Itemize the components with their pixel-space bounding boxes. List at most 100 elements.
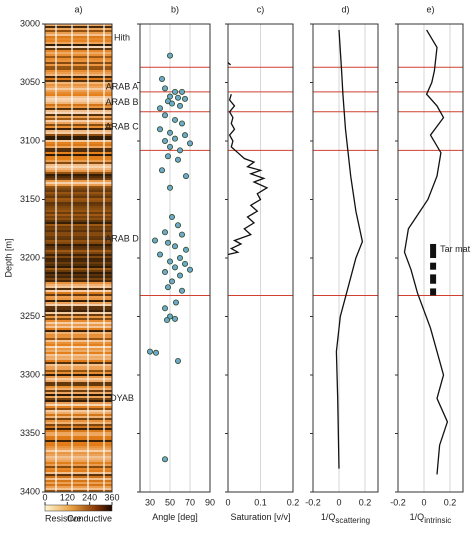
image-band bbox=[45, 96, 112, 98]
image-band bbox=[45, 320, 112, 322]
point bbox=[156, 251, 163, 258]
image-band bbox=[45, 210, 112, 212]
colorbar-tick-label: 0 bbox=[42, 492, 47, 502]
image-band bbox=[45, 292, 112, 294]
point bbox=[161, 229, 168, 236]
image-band bbox=[45, 128, 112, 130]
image-band bbox=[45, 86, 112, 88]
x-tick-label: 0.2 bbox=[287, 497, 300, 507]
x-axis-label: 1/Qscattering bbox=[321, 512, 370, 525]
point bbox=[164, 284, 171, 291]
image-band bbox=[45, 24, 112, 26]
x-tick-label: 0.1 bbox=[254, 497, 267, 507]
image-band bbox=[45, 238, 112, 240]
point bbox=[178, 231, 185, 238]
image-band bbox=[45, 42, 112, 44]
image-band bbox=[45, 488, 112, 490]
image-band bbox=[45, 384, 112, 386]
image-band bbox=[45, 136, 112, 138]
image-band bbox=[45, 462, 112, 464]
image-band bbox=[45, 350, 112, 352]
image-band bbox=[45, 316, 112, 318]
image-band bbox=[45, 468, 112, 470]
x-axis-label: 1/Qintrinsic bbox=[410, 512, 452, 525]
image-band bbox=[45, 378, 112, 380]
image-band bbox=[45, 256, 112, 258]
image-band bbox=[45, 340, 112, 342]
image-band bbox=[45, 386, 112, 388]
image-band bbox=[45, 390, 112, 392]
point bbox=[176, 147, 183, 154]
x-tick-label: 0.2 bbox=[444, 497, 457, 507]
x-axis-label-main: Saturation [v/v] bbox=[230, 512, 290, 522]
image-band bbox=[45, 112, 112, 114]
image-band bbox=[45, 298, 112, 300]
annotation: Tar mat bbox=[440, 244, 471, 254]
tar-mat-bar bbox=[430, 262, 437, 270]
image-band bbox=[45, 436, 112, 438]
image-band bbox=[45, 370, 112, 372]
image-band bbox=[45, 406, 112, 408]
image-band bbox=[45, 484, 112, 486]
image-band bbox=[45, 252, 112, 254]
point bbox=[186, 266, 193, 273]
image-band bbox=[45, 234, 112, 236]
image-band bbox=[45, 40, 112, 42]
image-band bbox=[45, 150, 112, 152]
panel-title: c) bbox=[257, 4, 265, 14]
x-axis-label: Angle [deg] bbox=[152, 512, 198, 522]
x-axis-label-sub: intrinsic bbox=[424, 516, 451, 525]
point bbox=[181, 132, 188, 139]
image-band bbox=[45, 190, 112, 192]
image-band bbox=[45, 284, 112, 286]
image-band bbox=[45, 26, 112, 28]
x-tick-label: -0.2 bbox=[390, 497, 406, 507]
image-band bbox=[45, 354, 112, 356]
image-band bbox=[45, 278, 112, 280]
image-band bbox=[45, 222, 112, 224]
image-band bbox=[45, 376, 112, 378]
y-tick-label: 3200 bbox=[20, 252, 40, 262]
image-band bbox=[45, 104, 112, 106]
image-band bbox=[45, 36, 112, 38]
point bbox=[166, 258, 173, 265]
image-band bbox=[45, 396, 112, 398]
image-band bbox=[45, 120, 112, 122]
x-axis-label-main: 1/Q bbox=[321, 512, 336, 522]
image-band bbox=[45, 72, 112, 74]
image-band bbox=[45, 300, 112, 302]
image-band bbox=[45, 434, 112, 436]
image-band bbox=[45, 258, 112, 260]
image-band bbox=[45, 490, 112, 492]
point bbox=[158, 75, 165, 82]
y-tick-label: 3150 bbox=[20, 194, 40, 204]
image-band bbox=[45, 264, 112, 266]
image-band bbox=[45, 306, 112, 308]
image-band bbox=[45, 458, 112, 460]
image-band bbox=[45, 338, 112, 340]
image-band bbox=[45, 480, 112, 482]
image-band bbox=[45, 52, 112, 54]
image-band bbox=[45, 182, 112, 184]
colorbar-tick-label: 360 bbox=[104, 492, 119, 502]
image-band bbox=[45, 470, 112, 472]
image-band bbox=[45, 260, 112, 262]
colorbar-label: Resistive bbox=[45, 513, 82, 523]
image-band bbox=[45, 236, 112, 238]
image-band bbox=[45, 230, 112, 232]
image-band bbox=[45, 180, 112, 182]
curve bbox=[227, 62, 269, 256]
point bbox=[161, 85, 168, 92]
image-band bbox=[45, 346, 112, 348]
x-tick-label: 90 bbox=[205, 497, 215, 507]
image-band bbox=[45, 198, 112, 200]
point bbox=[163, 317, 170, 324]
image-band bbox=[45, 98, 112, 100]
image-band bbox=[45, 250, 112, 252]
image-band bbox=[45, 404, 112, 406]
image-band bbox=[45, 160, 112, 162]
x-axis-label: Saturation [v/v] bbox=[230, 512, 290, 522]
image-band bbox=[45, 30, 112, 32]
point bbox=[156, 126, 163, 133]
tar-mat-bar bbox=[430, 288, 437, 296]
